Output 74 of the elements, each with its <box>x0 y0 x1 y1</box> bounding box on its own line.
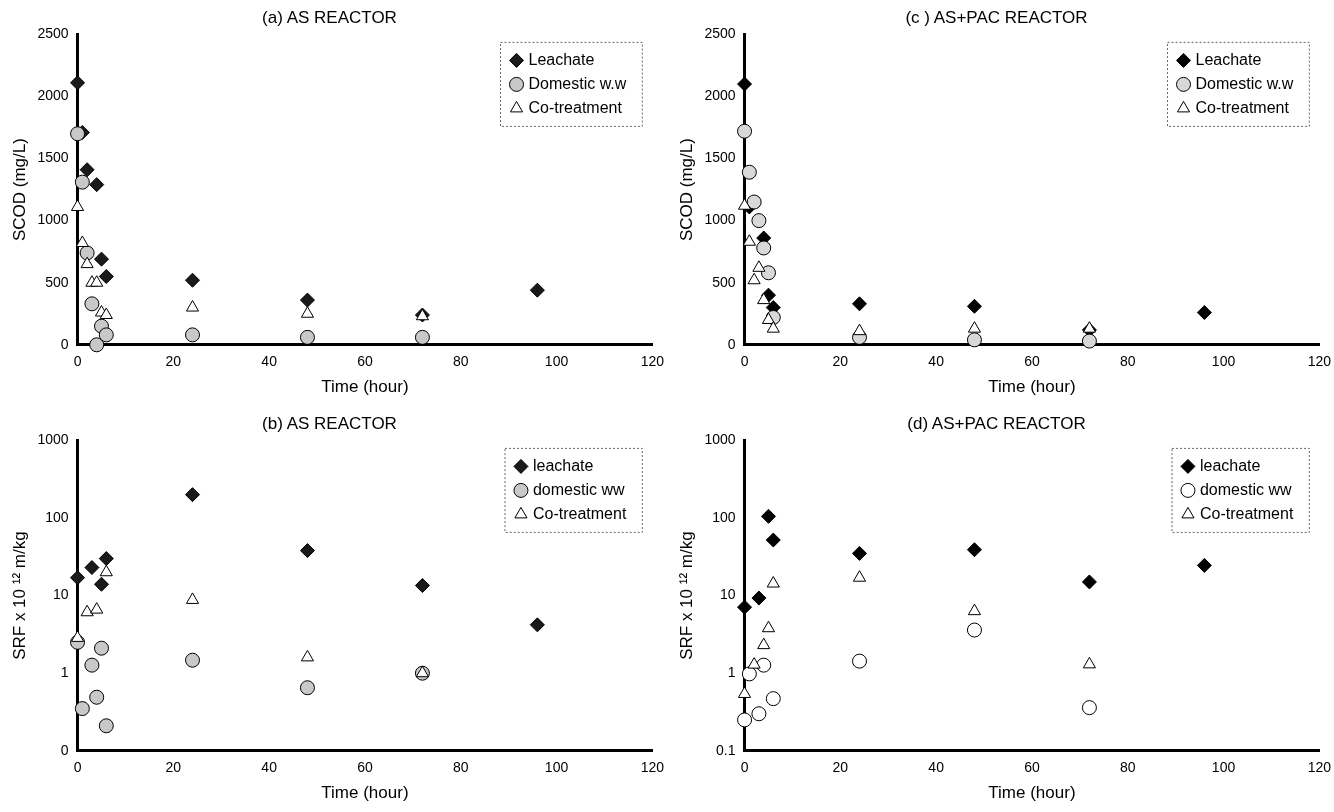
y-tick-label: 0 <box>60 335 69 352</box>
x-tick-label: 100 <box>544 353 569 370</box>
y-tick-label: 0 <box>727 335 736 352</box>
legend-label: Domestic w.w <box>528 74 627 92</box>
legend-label: Co-treatment <box>532 504 627 522</box>
y-tick-label: 100 <box>45 508 69 525</box>
y-tick-label: 1000 <box>704 431 736 448</box>
y-tick-label: 500 <box>45 273 69 290</box>
x-tick-label: 40 <box>261 759 278 776</box>
y-tick-label: 0.1 <box>716 741 736 758</box>
y-tick-label: 2000 <box>37 87 69 104</box>
y-tick-label: 1 <box>727 664 736 681</box>
y-axis-title: SCOD (mg/L) <box>676 138 696 242</box>
y-tick-label: 10 <box>719 586 736 603</box>
x-tick-label: 0 <box>73 353 82 370</box>
x-tick-label: 0 <box>73 759 82 776</box>
x-tick-label: 60 <box>357 759 373 776</box>
x-axis-title: Time (hour) <box>988 377 1076 397</box>
legend-label: leachate <box>1199 456 1261 474</box>
x-tick-label: 40 <box>261 353 278 370</box>
y-tick-label: 1 <box>60 664 69 681</box>
legend-label: Co-treatment <box>1199 504 1294 522</box>
y-tick-label: 100 <box>712 508 736 525</box>
y-tick-label: 1500 <box>37 149 69 166</box>
x-axis-title: Time (hour) <box>321 783 409 803</box>
x-tick-label: 80 <box>452 353 469 370</box>
x-tick-label: 60 <box>1024 759 1040 776</box>
y-tick-label: 10 <box>52 586 69 603</box>
legend-label: Domestic w.w <box>1195 74 1294 92</box>
x-tick-label: 20 <box>165 353 182 370</box>
chart-title: (d) AS+PAC REACTOR <box>907 413 1086 433</box>
x-tick-label: 40 <box>928 353 945 370</box>
legend-label: leachate <box>532 456 594 474</box>
x-tick-label: 120 <box>1307 759 1332 776</box>
x-tick-label: 80 <box>1119 759 1136 776</box>
x-tick-label: 0 <box>740 759 749 776</box>
legend-label: domestic ww <box>1199 480 1292 498</box>
legend-label: Leachate <box>1195 50 1262 68</box>
legend-label: Co-treatment <box>528 98 623 116</box>
x-tick-label: 0 <box>740 353 749 370</box>
chart-title: (c ) AS+PAC REACTOR <box>905 7 1088 27</box>
x-axis-title: Time (hour) <box>988 783 1076 803</box>
x-tick-label: 20 <box>165 759 182 776</box>
x-tick-label: 120 <box>640 759 665 776</box>
y-tick-label: 1500 <box>704 149 736 166</box>
y-tick-label: 0 <box>60 741 69 758</box>
x-tick-label: 100 <box>1211 353 1236 370</box>
x-tick-label: 80 <box>452 759 469 776</box>
x-tick-label: 80 <box>1119 353 1136 370</box>
y-tick-label: 1000 <box>704 211 736 228</box>
x-tick-label: 60 <box>1024 353 1040 370</box>
chart-title: (a) AS REACTOR <box>262 7 397 27</box>
y-axis-title: SCOD (mg/L) <box>9 138 29 242</box>
x-tick-label: 20 <box>832 759 849 776</box>
x-tick-label: 20 <box>832 353 849 370</box>
x-tick-label: 100 <box>544 759 569 776</box>
legend-label: domestic ww <box>532 480 625 498</box>
y-tick-label: 2500 <box>704 25 736 42</box>
y-tick-label: 2500 <box>37 25 69 42</box>
x-tick-label: 60 <box>357 353 373 370</box>
legend-label: Leachate <box>528 50 595 68</box>
chart-title: (b) AS REACTOR <box>262 413 397 433</box>
x-axis-title: Time (hour) <box>321 377 409 397</box>
y-axis-title: SRF x 10 ¹² m/kg <box>9 531 29 660</box>
y-axis-title: SRF x 10 ¹² m/kg <box>676 531 696 660</box>
y-tick-label: 500 <box>712 273 736 290</box>
y-tick-label: 1000 <box>37 211 69 228</box>
y-tick-label: 1000 <box>37 431 69 448</box>
x-tick-label: 120 <box>640 353 665 370</box>
x-tick-label: 40 <box>928 759 945 776</box>
y-tick-label: 2000 <box>704 87 736 104</box>
x-tick-label: 120 <box>1307 353 1332 370</box>
legend-label: Co-treatment <box>1195 98 1290 116</box>
x-tick-label: 100 <box>1211 759 1236 776</box>
